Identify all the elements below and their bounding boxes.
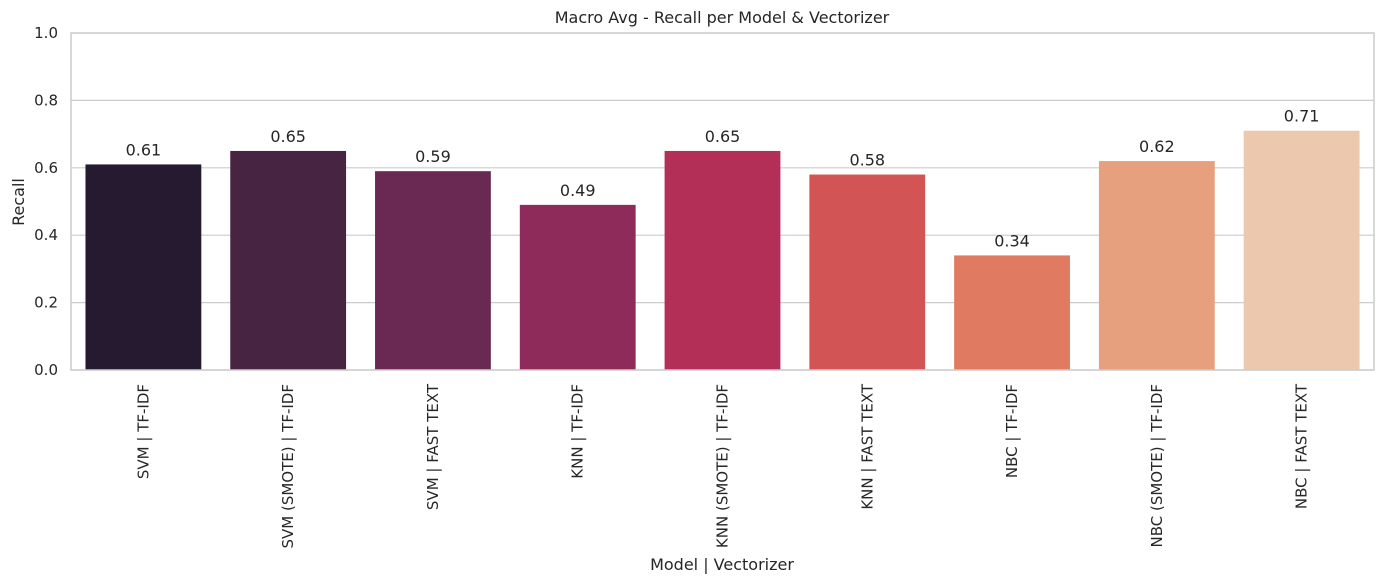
bar-value-label: 0.49 (560, 181, 596, 200)
bar (85, 164, 202, 370)
value-labels: 0.61 0.65 0.59 0.49 0.65 0.58 0.34 0.62 0.71 (126, 107, 1320, 251)
x-tick-label: NBC | TF-IDF (1003, 384, 1021, 478)
bar (230, 150, 347, 370)
x-tick-label: SVM | TF-IDF (134, 384, 152, 479)
x-axis-label: Model | Vectorizer (650, 555, 794, 574)
bar-value-label: 0.65 (270, 127, 306, 146)
y-axis-label: Recall (9, 178, 28, 226)
y-tick-label: 0.8 (34, 91, 58, 109)
y-tick-labels: 0.0 0.2 0.4 0.6 0.8 1.0 (34, 24, 58, 379)
bars (85, 130, 1360, 370)
y-tick-label: 0.2 (34, 294, 58, 312)
x-tick-labels: SVM | TF-IDF SVM (SMOTE) | TF-IDF SVM | FA… (134, 383, 1310, 548)
bar (809, 174, 926, 370)
x-tick-label: KNN | FAST TEXT (858, 383, 876, 509)
y-tick-label: 0.6 (34, 159, 58, 177)
y-tick-label: 0.4 (34, 226, 58, 244)
x-tick-label: NBC | FAST TEXT (1293, 383, 1311, 509)
bar-value-label: 0.71 (1284, 107, 1320, 126)
bar-value-label: 0.62 (1139, 137, 1175, 156)
bar-value-label: 0.34 (994, 231, 1030, 250)
bar (375, 171, 491, 370)
x-tick-label: KNN | TF-IDF (569, 384, 587, 479)
y-tick-label: 1.0 (34, 24, 58, 42)
x-tick-label: KNN (SMOTE) | TF-IDF (714, 384, 732, 548)
bar-value-label: 0.58 (849, 151, 885, 170)
bar-value-label: 0.65 (705, 127, 741, 146)
bar (519, 204, 636, 370)
plot-frame (70, 32, 1375, 371)
chart-title: Macro Avg - Recall per Model & Vectorize… (555, 8, 890, 27)
bar (1243, 130, 1360, 370)
x-tick-label: SVM (SMOTE) | TF-IDF (279, 384, 297, 549)
bar-value-label: 0.61 (126, 140, 162, 159)
bar (1098, 161, 1215, 370)
x-tick-label: SVM | FAST TEXT (424, 383, 442, 510)
bar-value-label: 0.59 (415, 147, 451, 166)
y-tick-label: 0.0 (34, 361, 58, 379)
x-tick-label: NBC (SMOTE) | TF-IDF (1148, 384, 1166, 548)
bar (664, 150, 781, 370)
bar (954, 255, 1070, 370)
